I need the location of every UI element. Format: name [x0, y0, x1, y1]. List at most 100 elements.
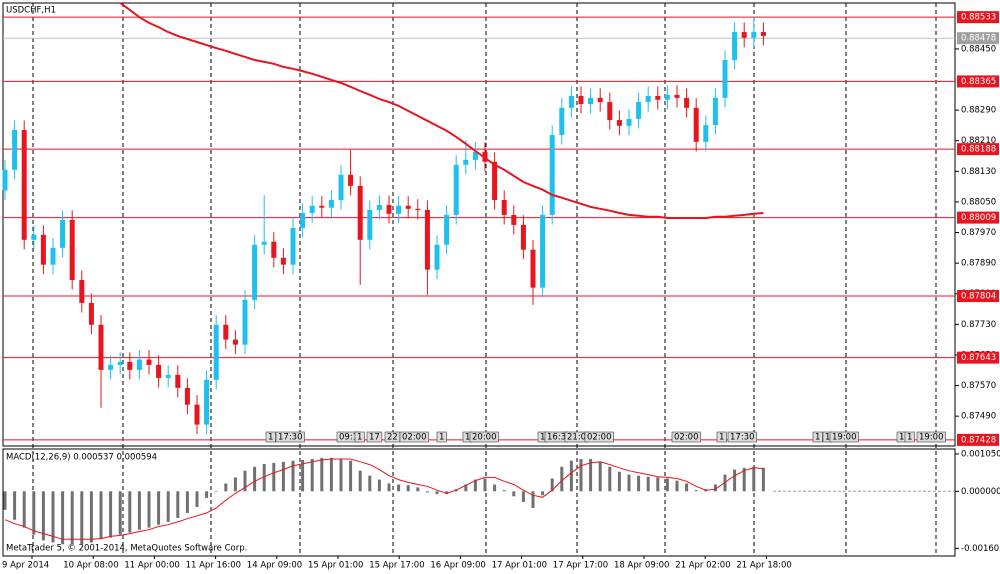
- event-label: 17: [369, 433, 380, 443]
- histogram-bar: [51, 491, 55, 543]
- candle-body: [213, 324, 219, 380]
- histogram-bar: [205, 491, 209, 499]
- candle-body: [357, 185, 363, 240]
- x-tick-label: 21 Apr 18:00: [736, 561, 791, 571]
- histogram-bar: [109, 491, 113, 538]
- histogram-bar: [483, 478, 487, 492]
- histogram-bar: [569, 460, 573, 492]
- candle-body: [280, 257, 286, 265]
- histogram-bar: [589, 458, 593, 492]
- histogram-bar: [464, 484, 468, 492]
- event-flag: [829, 431, 859, 443]
- price-pane: [2, 2, 956, 447]
- histogram-bar: [233, 477, 237, 492]
- histogram-bar: [377, 479, 381, 492]
- candle-body: [616, 120, 622, 126]
- x-tick-label: 9 Apr 2014: [2, 561, 49, 571]
- candle-body: [396, 205, 402, 214]
- moving-average: [119, 2, 764, 219]
- event-label: 1: [357, 433, 362, 443]
- level-label-box: [957, 11, 999, 24]
- histogram-bar: [733, 469, 737, 492]
- histogram-bar: [214, 491, 218, 492]
- candle-body: [434, 244, 440, 270]
- histogram-bar: [656, 477, 660, 492]
- level-label: 0.87804: [961, 292, 996, 302]
- candle-body: [204, 379, 210, 425]
- y-tick-label: 0.001050: [961, 449, 1000, 459]
- histogram-bar: [521, 491, 525, 502]
- histogram-bar: [310, 458, 314, 492]
- event-flag: [812, 431, 823, 443]
- y-tick-label: 0.88050: [961, 197, 996, 207]
- event-label: 16:3: [547, 433, 566, 443]
- y-tick-label: 0.87490: [961, 412, 996, 422]
- level-label-box: [957, 351, 999, 364]
- histogram-bar: [147, 491, 151, 528]
- histogram-bar: [445, 491, 449, 495]
- event-flag: [399, 431, 429, 443]
- candle-body: [290, 227, 296, 265]
- candle-body: [194, 404, 200, 425]
- candle-body: [232, 339, 238, 345]
- histogram-bar: [349, 460, 353, 492]
- event-flag: [904, 431, 915, 443]
- histogram-bar: [224, 483, 228, 492]
- candle-body: [424, 209, 430, 270]
- histogram-bar: [137, 491, 141, 530]
- histogram-bar: [157, 491, 161, 525]
- histogram-bar: [425, 491, 429, 493]
- histogram-bar: [329, 457, 333, 492]
- candle-body: [69, 219, 75, 280]
- candle-body: [117, 361, 123, 365]
- candle-body: [684, 97, 690, 108]
- candle-body: [751, 32, 757, 38]
- candle-body: [607, 102, 613, 121]
- candle-body: [578, 95, 584, 104]
- candle-body: [300, 213, 306, 228]
- current-price-box: [957, 32, 999, 45]
- histogram-bar: [550, 478, 554, 492]
- histogram-bar: [493, 484, 497, 492]
- level-label: 0.87643: [961, 353, 996, 363]
- histogram-bar: [512, 491, 516, 497]
- candle-body: [223, 324, 229, 340]
- x-tick-label: 11 Apr 16:00: [186, 561, 241, 571]
- candle-body: [568, 95, 574, 108]
- histogram-bar: [3, 491, 7, 510]
- level-label: 0.87428: [961, 435, 996, 445]
- histogram-bar: [176, 491, 180, 518]
- candle-body: [146, 359, 152, 365]
- candle-body: [98, 324, 104, 370]
- candle-body: [511, 214, 517, 225]
- candle-body: [367, 209, 373, 240]
- candle-body: [636, 102, 642, 119]
- candle-body: [252, 244, 258, 300]
- macd-pane: [2, 448, 956, 557]
- histogram-bar: [685, 483, 689, 492]
- candle-body: [741, 32, 747, 38]
- histogram-bar: [387, 483, 391, 492]
- level-label: 0.88365: [961, 77, 996, 87]
- x-tick-label: 11 Apr 00:00: [124, 561, 179, 571]
- event-label: 1: [815, 433, 820, 443]
- candle-body: [626, 118, 632, 126]
- candle-body: [520, 224, 526, 250]
- histogram-bar: [627, 474, 631, 492]
- x-tick-label: 17 Apr 17:00: [553, 561, 608, 571]
- candle-body: [549, 134, 555, 215]
- x-tick-label: 10 Apr 08:00: [63, 561, 118, 571]
- histogram-bar: [617, 471, 621, 492]
- event-label: 22: [387, 433, 398, 443]
- event-flag: [584, 431, 614, 443]
- candle-body: [597, 97, 603, 103]
- histogram-bar: [397, 484, 401, 492]
- event-label: 17:30: [278, 433, 303, 443]
- histogram-bar: [80, 491, 84, 545]
- candle-body: [664, 94, 670, 100]
- level-label: 0.88009: [961, 213, 996, 223]
- y-tick-label: -0.001605: [961, 544, 1000, 554]
- event-label: 1: [719, 433, 724, 443]
- histogram-bar: [665, 478, 669, 492]
